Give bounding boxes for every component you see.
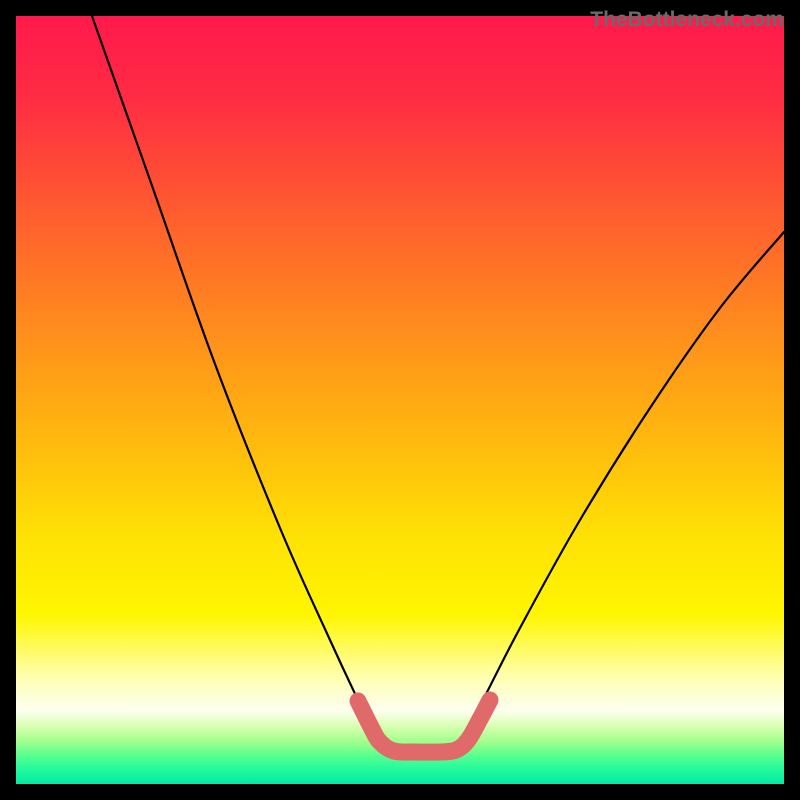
chart-svg bbox=[0, 0, 800, 800]
bottleneck-marker bbox=[358, 700, 490, 752]
curve-left bbox=[92, 16, 370, 724]
curve-right bbox=[470, 232, 784, 724]
watermark-text: TheBottleneck.com bbox=[590, 8, 784, 32]
